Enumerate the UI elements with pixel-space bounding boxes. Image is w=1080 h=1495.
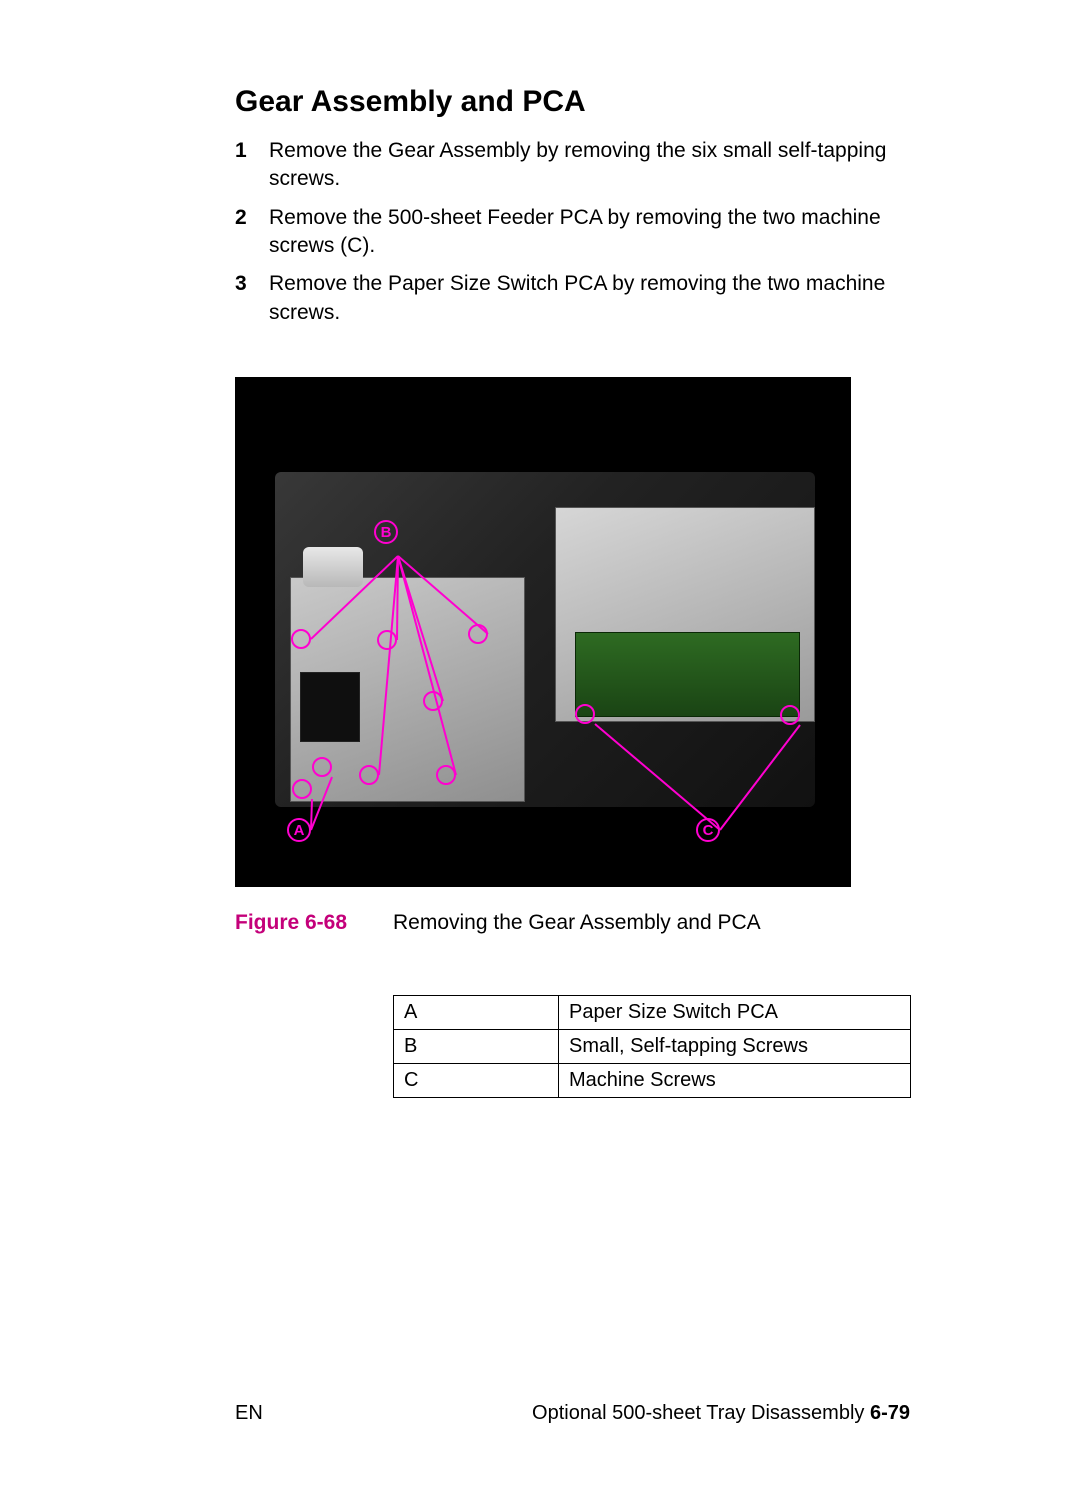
legend-row: BSmall, Self-tapping Screws <box>394 1030 911 1064</box>
footer-page-number: 6-79 <box>870 1402 910 1424</box>
step-number: 2 <box>235 204 269 261</box>
page-footer: EN Optional 500-sheet Tray Disassembly 6… <box>170 1402 910 1425</box>
legend-row: APaper Size Switch PCA <box>394 996 911 1030</box>
figure-block: BAC Figure 6-68 Removing the Gear Assemb… <box>235 377 851 1098</box>
callout-dot <box>423 691 443 711</box>
legend-row: CMachine Screws <box>394 1064 911 1098</box>
callout-dot <box>312 757 332 777</box>
callout-dot <box>359 765 379 785</box>
callout-label-b: B <box>374 520 398 544</box>
step-list: 1 Remove the Gear Assembly by removing t… <box>235 137 910 327</box>
legend-key: A <box>394 996 559 1030</box>
step-item: 2 Remove the 500-sheet Feeder PCA by rem… <box>235 204 910 261</box>
footer-section-title: Optional 500-sheet Tray Disassembly <box>532 1402 864 1424</box>
step-text: Remove the 500-sheet Feeder PCA by remov… <box>269 204 910 261</box>
callout-dot <box>292 779 312 799</box>
callout-dot <box>575 704 595 724</box>
figure-caption-row: Figure 6-68 Removing the Gear Assembly a… <box>235 911 851 935</box>
callout-label-a: A <box>287 818 311 842</box>
callout-label-c: C <box>696 818 720 842</box>
document-page: Gear Assembly and PCA 1 Remove the Gear … <box>0 0 1080 1495</box>
figure-image: B A C <box>235 377 851 887</box>
footer-language: EN <box>235 1402 263 1425</box>
rollers <box>303 547 363 587</box>
footer-section: Optional 500-sheet Tray Disassembly 6-79 <box>532 1402 910 1425</box>
step-text: Remove the Gear Assembly by removing the… <box>269 137 910 194</box>
legend-key: C <box>394 1064 559 1098</box>
callout-dot <box>468 624 488 644</box>
step-number: 1 <box>235 137 269 194</box>
callout-dot <box>377 630 397 650</box>
legend-value: Paper Size Switch PCA <box>559 996 911 1030</box>
callout-dot <box>436 765 456 785</box>
callout-dot <box>291 629 311 649</box>
legend-table: APaper Size Switch PCABSmall, Self-tappi… <box>393 995 911 1098</box>
legend-key: B <box>394 1030 559 1064</box>
dark-pcb <box>300 672 360 742</box>
legend-value: Small, Self-tapping Screws <box>559 1030 911 1064</box>
step-item: 3 Remove the Paper Size Switch PCA by re… <box>235 270 910 327</box>
pcb-board <box>575 632 800 717</box>
legend-value: Machine Screws <box>559 1064 911 1098</box>
step-number: 3 <box>235 270 269 327</box>
callout-dot <box>780 705 800 725</box>
step-text: Remove the Paper Size Switch PCA by remo… <box>269 270 910 327</box>
step-item: 1 Remove the Gear Assembly by removing t… <box>235 137 910 194</box>
figure-caption-text: Removing the Gear Assembly and PCA <box>393 911 761 935</box>
figure-label: Figure 6-68 <box>235 911 393 935</box>
section-heading: Gear Assembly and PCA <box>235 85 910 119</box>
